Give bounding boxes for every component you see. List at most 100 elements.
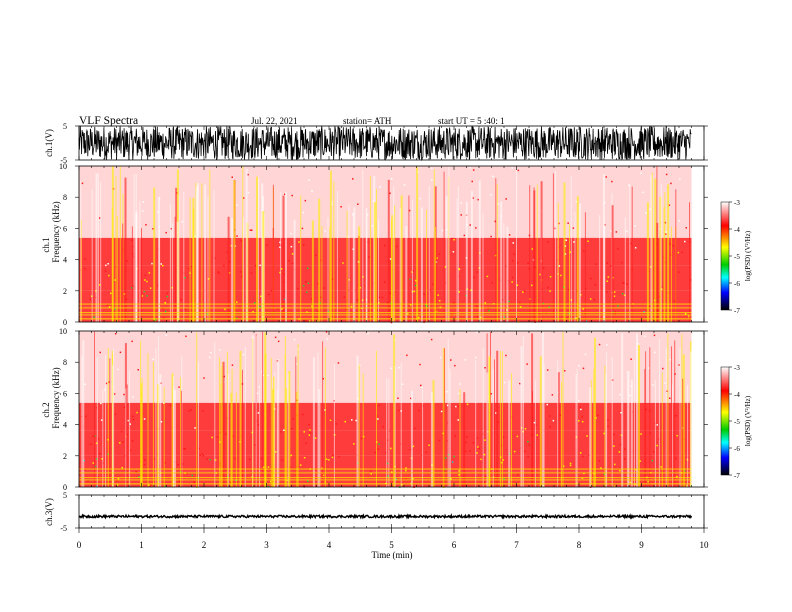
spec1-cell: [503, 316, 506, 318]
spec1-sferic: [399, 208, 402, 322]
spec1-cell: [505, 265, 508, 267]
spec2-cell: [603, 432, 605, 435]
spec1-sferic: [293, 220, 296, 322]
spec2-cell: [305, 442, 307, 444]
spec2-cell: [579, 406, 581, 408]
spec1-sferic: [256, 176, 258, 322]
spec1-sferic: [111, 166, 114, 322]
spec2-sferic: [96, 357, 98, 487]
spec2-cell: [446, 404, 449, 407]
spec2-cell: [458, 392, 460, 395]
spec2-cell: [598, 460, 600, 462]
spec1-sferic: [393, 186, 395, 322]
spec1-sferic: [456, 198, 458, 322]
spec1-cell: [549, 290, 551, 292]
spec1-cell: [247, 173, 249, 176]
spec2-cell: [292, 418, 294, 420]
spec2-sferic: [681, 334, 683, 487]
spec2-sferic: [333, 363, 335, 487]
spec1-sferic: [362, 169, 364, 322]
spec2-sferic: [654, 379, 656, 487]
ch3-trace: [78, 513, 693, 520]
spec1-cell: [413, 290, 416, 293]
spec1-cell: [270, 289, 272, 292]
spec1-cell: [106, 304, 109, 306]
spec2-cell: [308, 434, 311, 436]
spec2-cell: [132, 418, 135, 421]
spec2-cell: [582, 455, 584, 458]
spec1-cell: [268, 293, 270, 296]
spec2-cell: [231, 364, 234, 366]
spec2-cell: [337, 362, 340, 364]
spec2-cell: [331, 455, 334, 457]
spec1-cell: [301, 227, 304, 230]
spec1-cell: [317, 282, 319, 285]
spec1-cell: [352, 178, 354, 180]
spec1-cell: [593, 299, 595, 301]
spec1-cell: [162, 316, 165, 319]
spec1-cell: [516, 262, 519, 264]
spec2-sferic: [520, 346, 523, 487]
station-label: station= ATH: [343, 116, 392, 126]
spec2-cell: [160, 421, 163, 423]
spec2-cell: [307, 480, 309, 482]
spec1-sferic: [207, 196, 209, 322]
spec1-ytick-label: 8: [63, 193, 67, 202]
spec1-cell: [217, 271, 219, 273]
spec2-cell: [421, 386, 423, 389]
spec1-cell: [610, 230, 612, 232]
spec1-sferic: [124, 177, 127, 322]
spec2-cell: [190, 409, 192, 411]
spec2-sferic: [499, 351, 501, 487]
spec2-sferic: [447, 338, 449, 487]
spec2-empty: [691, 331, 704, 487]
spec1-sferic: [174, 216, 176, 322]
spec2-sferic: [671, 346, 672, 487]
spec2-cell: [262, 374, 264, 376]
spec2-cell: [206, 458, 208, 460]
spec2-sferic: [295, 356, 297, 487]
spec2-cell: [95, 407, 98, 409]
spec2-cell: [374, 451, 376, 454]
spec1-cell: [383, 244, 386, 247]
spec2-cell: [303, 457, 306, 459]
spec1-cell: [238, 306, 241, 309]
x-tick-label: 9: [639, 540, 644, 550]
ch1-colorbar: -3 -4 -5 -6 -7 log(PSD) (V²/Hz): [720, 199, 752, 315]
spec1-cell: [302, 211, 305, 214]
spec1-cell: [260, 295, 262, 297]
spec1-sferic: [262, 211, 265, 322]
spec1-cell: [160, 263, 162, 265]
spec1-sferic: [333, 181, 335, 322]
spec2-cell: [314, 437, 317, 439]
spec2-cell: [409, 449, 411, 451]
spec2-cell: [654, 351, 656, 354]
spec1-cell: [253, 302, 256, 304]
spec1-sferic: [555, 170, 557, 322]
spec1-sferic: [321, 226, 323, 322]
spec2-cell: [613, 445, 615, 447]
spec1-cell: [615, 231, 618, 233]
spec1-sferic: [285, 192, 287, 322]
spec2-cell: [607, 425, 609, 428]
spec1-sferic: [603, 225, 606, 322]
spec1-sferic: [689, 202, 690, 322]
spec2-cell: [360, 437, 363, 440]
spec2-cell: [251, 476, 253, 478]
spec1-cell: [249, 229, 252, 231]
date-label: Jul. 22, 2021: [251, 116, 298, 126]
spec1-cell: [181, 220, 183, 223]
spec1-sferic: [391, 215, 394, 322]
spec2-cell: [92, 462, 94, 464]
spec2-sferic: [152, 361, 154, 487]
spec2-sferic: [430, 392, 433, 487]
spec2-cell: [351, 419, 353, 421]
spec2-cell: [232, 435, 234, 438]
spec2-cell: [563, 370, 566, 372]
spec1-cell: [107, 263, 109, 265]
spec1-cell: [98, 284, 101, 286]
spec2-cell: [440, 410, 443, 413]
spec2-cell: [419, 363, 421, 366]
spec2-cell: [314, 468, 317, 471]
spec2-cell: [121, 466, 123, 469]
